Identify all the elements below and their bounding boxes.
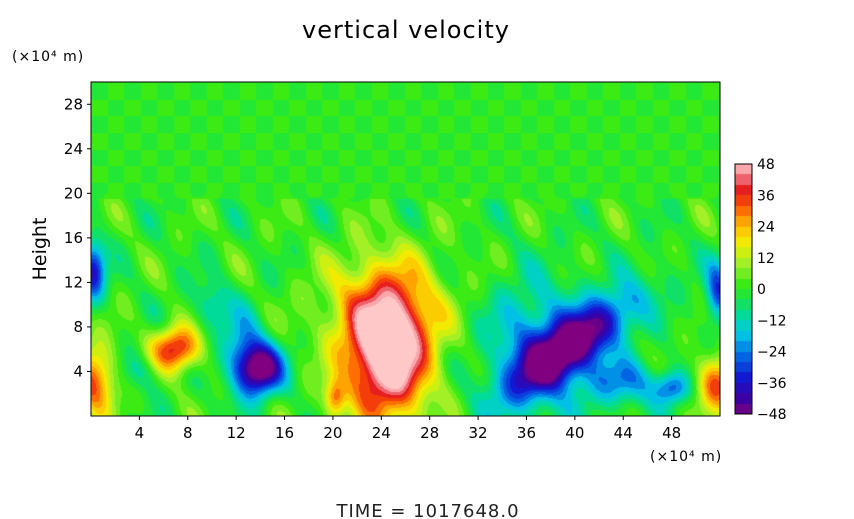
x-tick-label: 28 bbox=[420, 424, 439, 442]
colorbar-tick-label: 24 bbox=[757, 220, 775, 236]
colorbar-gradient bbox=[735, 164, 752, 414]
x-axis-ticks: 4 8 12 16 20 24 28 32 36 40 44 48 bbox=[135, 416, 681, 442]
colorbar-ticks: 48 36 24 12 0 −12 −24 −36 −48 bbox=[757, 157, 787, 423]
y-tick-label: 16 bbox=[64, 229, 83, 247]
velocity-field-image bbox=[91, 82, 720, 416]
x-tick-label: 8 bbox=[183, 424, 193, 442]
x-tick-label: 36 bbox=[517, 424, 536, 442]
y-tick-label: 4 bbox=[73, 362, 83, 380]
colorbar-tick-label: −12 bbox=[757, 313, 787, 329]
colorbar: 48 36 24 12 0 −12 −24 −36 −48 bbox=[734, 157, 787, 423]
x-tick-label: 16 bbox=[275, 424, 294, 442]
heatmap-plot-area bbox=[90, 81, 721, 417]
colorbar-tick-label: −36 bbox=[757, 376, 787, 392]
time-readout: TIME = 1017648.0 bbox=[335, 501, 519, 519]
x-tick-label: 4 bbox=[135, 424, 145, 442]
x-axis-unit-label: (×10⁴ m) bbox=[650, 449, 722, 465]
y-axis-unit-label: (×10⁴ m) bbox=[12, 49, 84, 65]
x-tick-label: 44 bbox=[614, 424, 633, 442]
x-tick-label: 20 bbox=[323, 424, 342, 442]
plot-frame bbox=[90, 81, 721, 417]
colorbar-tick-label: 12 bbox=[757, 251, 775, 267]
y-tick-label: 24 bbox=[64, 140, 83, 158]
x-tick-label: 32 bbox=[469, 424, 488, 442]
colorbar-tick-label: −24 bbox=[757, 345, 787, 361]
x-tick-label: 24 bbox=[372, 424, 391, 442]
y-tick-label: 28 bbox=[64, 95, 83, 113]
colorbar-frame bbox=[734, 163, 753, 415]
x-tick-label: 12 bbox=[227, 424, 246, 442]
y-tick-label: 12 bbox=[64, 273, 83, 291]
y-axis-label: Height bbox=[29, 218, 51, 281]
colorbar-tick-label: 48 bbox=[757, 157, 775, 173]
colorbar-tick-label: 0 bbox=[757, 282, 766, 298]
y-tick-label: 8 bbox=[73, 318, 83, 336]
y-axis-ticks: 4 8 12 16 20 24 28 bbox=[64, 95, 91, 380]
colorbar-tick-label: 36 bbox=[757, 188, 775, 204]
x-tick-label: 48 bbox=[662, 424, 681, 442]
y-tick-label: 20 bbox=[64, 184, 83, 202]
chart-title: vertical velocity bbox=[302, 16, 510, 44]
colorbar-tick-label: −48 bbox=[757, 407, 787, 423]
x-tick-label: 40 bbox=[565, 424, 584, 442]
